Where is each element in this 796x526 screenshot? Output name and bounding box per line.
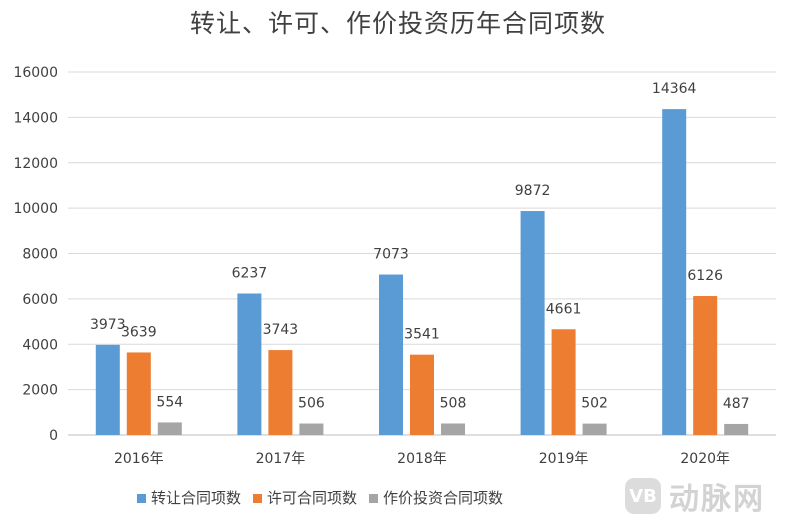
data-label: 508 (440, 395, 467, 411)
bar (268, 350, 293, 435)
legend-item: 作价投资合同项数 (369, 487, 503, 508)
data-label: 6126 (687, 268, 723, 284)
data-label: 6237 (232, 265, 268, 281)
data-label: 487 (723, 396, 750, 412)
data-label: 4661 (546, 301, 582, 317)
bar (157, 422, 182, 435)
bars (95, 109, 749, 435)
legend-item: 许可合同项数 (252, 487, 357, 508)
data-label: 3743 (263, 322, 299, 338)
y-tick-label: 10000 (13, 201, 58, 217)
bar (410, 354, 434, 435)
y-tick-label: 14000 (13, 110, 58, 126)
legend-swatch (252, 494, 262, 503)
x-tick-label: 2020年 (680, 451, 730, 467)
bar (379, 274, 403, 435)
data-label: 14364 (652, 81, 697, 97)
bar (520, 211, 545, 435)
y-tick-label: 0 (49, 428, 58, 444)
data-label: 3973 (90, 317, 126, 333)
data-label: 3639 (121, 324, 157, 340)
x-tick-label: 2019年 (539, 451, 589, 467)
chart-title: 转让、许可、作价投资历年合同项数 (189, 9, 606, 38)
data-label: 554 (156, 394, 183, 410)
bar (299, 423, 324, 435)
data-label: 7073 (373, 247, 409, 263)
data-label: 3541 (404, 327, 440, 343)
y-tick-label: 6000 (22, 292, 58, 308)
y-tick-label: 16000 (13, 65, 58, 81)
bar (662, 109, 687, 435)
x-axis: 2016年 2017年 2018年 2019年 2020年 (114, 451, 730, 467)
y-tick-label: 12000 (13, 156, 58, 172)
bar (551, 329, 576, 435)
data-label: 9872 (515, 183, 551, 199)
y-tick-label: 8000 (22, 247, 58, 263)
bar (95, 344, 120, 435)
watermark-badge-icon: VB (625, 478, 661, 514)
y-tick-label: 2000 (22, 383, 58, 399)
legend-swatch (369, 494, 378, 503)
y-tick-label: 4000 (22, 337, 58, 353)
legend-label: 作价投资合同项数 (383, 489, 504, 507)
legend-swatch (136, 494, 146, 503)
legend: 转让合同项数 许可合同项数 作价投资合同项数 (0, 487, 640, 508)
legend-label: 许可合同项数 (266, 489, 357, 507)
x-tick-label: 2018年 (397, 451, 447, 467)
watermark-text: 动脉网 (669, 482, 765, 517)
bar (582, 423, 607, 435)
bar (693, 296, 718, 435)
bar (724, 423, 749, 435)
legend-item: 转让合同项数 (136, 487, 241, 508)
bar (441, 423, 465, 435)
x-tick-label: 2016年 (114, 451, 164, 467)
data-label: 506 (298, 396, 325, 412)
data-label: 502 (581, 396, 608, 412)
bar (237, 293, 262, 435)
x-tick-label: 2017年 (256, 451, 306, 467)
watermark-logo: VB 动脉网 (625, 474, 765, 518)
legend-label: 转让合同项数 (150, 489, 241, 507)
y-axis: 0 2000 4000 6000 8000 10000 12000 14000 16000 (13, 65, 58, 444)
bar (126, 352, 151, 435)
